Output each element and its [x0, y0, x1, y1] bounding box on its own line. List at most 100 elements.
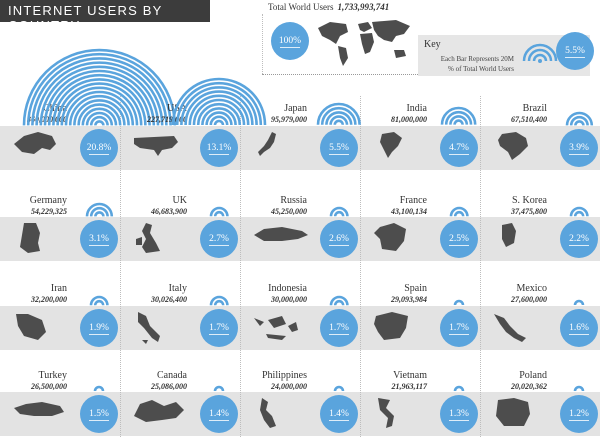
wifi-bar — [573, 210, 585, 217]
country-percent-circle: 2.2% — [560, 220, 598, 258]
wifi-bar — [201, 107, 237, 126]
country-users: 37,475,800 — [511, 207, 547, 216]
country-percent: 1.6% — [569, 323, 589, 333]
country-users: 20,020,362 — [511, 382, 547, 391]
wifi-bars-icon — [449, 206, 469, 217]
world-users-label: Total World Users 1,733,993,741 — [268, 2, 389, 12]
wifi-bars-icon — [93, 385, 105, 392]
world-map-icon — [318, 20, 410, 66]
country-map-icon — [378, 398, 394, 428]
wifi-bar — [68, 94, 130, 126]
wifi-bars-icon — [85, 202, 113, 217]
wifi-bars-icon — [573, 385, 585, 392]
wifi-bars-icon — [89, 295, 109, 306]
wifi-bars-icon — [329, 295, 349, 306]
wifi-bar — [573, 299, 585, 306]
country-users: 45,250,000 — [271, 207, 307, 216]
country-name: Indonesia — [268, 283, 307, 294]
wifi-bar — [55, 81, 143, 125]
wifi-bar — [209, 115, 229, 126]
country-name: Vietnam — [393, 370, 427, 381]
wifi-bar — [43, 69, 155, 125]
wifi-bar — [441, 107, 477, 126]
wifi-bar — [209, 206, 229, 217]
country-users: 32,200,000 — [31, 295, 67, 304]
country-percent: 20.8% — [86, 143, 112, 153]
country-users: 54,229,325 — [31, 207, 67, 216]
country-percent-circle: 1.3% — [440, 395, 478, 433]
country-map-icon — [494, 314, 526, 342]
wifi-bar — [569, 206, 589, 217]
country-users: 30,000,000 — [271, 295, 307, 304]
wifi-bar — [565, 111, 593, 126]
country-users: 27,600,000 — [511, 295, 547, 304]
wifi-bar — [93, 385, 105, 392]
wifi-bar — [81, 107, 117, 126]
wifi-bar — [72, 98, 126, 126]
key-bar-text: Each Bar Represents 20M — [440, 55, 514, 63]
country-percent-circle: 2.5% — [440, 220, 478, 258]
wifi-bar — [47, 73, 151, 125]
country-percent-circle: 4.7% — [440, 129, 478, 167]
country-percent: 1.3% — [449, 409, 469, 419]
wifi-bars-icon — [329, 206, 349, 217]
country-percent: 2.2% — [569, 234, 589, 244]
country-name: Russia — [280, 195, 307, 206]
country-percent-circle: 1.5% — [80, 395, 118, 433]
country-users: 29,093,984 — [391, 295, 427, 304]
wifi-bar — [449, 206, 469, 217]
country-percent-circle: 3.9% — [560, 129, 598, 167]
wifi-bars-icon — [569, 206, 589, 217]
country-map-icon — [136, 223, 160, 253]
country-percent-circle: 1.7% — [320, 309, 358, 347]
country-name: Brazil — [522, 103, 547, 114]
country-name: UK — [172, 195, 187, 206]
world-percent-text: 100% — [278, 36, 302, 46]
country-name: Iran — [50, 283, 67, 294]
country-map-icon — [254, 316, 298, 340]
country-percent: 1.7% — [449, 323, 469, 333]
country-map-icon — [258, 132, 276, 156]
wifi-bar — [453, 299, 465, 306]
wifi-bar — [329, 115, 349, 126]
wifi-bar — [85, 111, 113, 126]
country-name: S. Korea — [512, 195, 547, 206]
column-separator — [240, 96, 241, 437]
country-percent-circle: 1.4% — [200, 395, 238, 433]
country-percent-circle: 1.9% — [80, 309, 118, 347]
country-map-icon — [14, 132, 56, 154]
country-percent-circle: 20.8% — [80, 129, 118, 167]
country-percent-circle: 13.1% — [200, 129, 238, 167]
wifi-bar — [213, 119, 225, 126]
wifi-bar — [453, 385, 465, 392]
wifi-bars-icon — [453, 299, 465, 306]
country-map-icon — [380, 132, 402, 158]
country-name: Turkey — [38, 370, 67, 381]
country-users: 67,510,400 — [511, 115, 547, 124]
wifi-bar — [329, 206, 349, 217]
country-map-icon — [16, 314, 46, 340]
wifi-bar — [333, 385, 345, 392]
wifi-bar — [205, 111, 233, 126]
wifi-bar — [445, 111, 473, 126]
wifi-bar — [449, 115, 469, 126]
wifi-bar — [76, 102, 122, 126]
wifi-bar — [184, 90, 254, 126]
country-percent-circle: 1.4% — [320, 395, 358, 433]
wifi-bar — [196, 102, 242, 126]
key-sample-pct: 5.5% — [565, 46, 585, 56]
wifi-bar — [175, 81, 263, 126]
country-percent: 1.2% — [569, 409, 589, 419]
country-name: Canada — [157, 370, 187, 381]
country-percent-circle: 2.6% — [320, 220, 358, 258]
country-percent: 1.4% — [329, 409, 349, 419]
country-percent-circle: 2.7% — [200, 220, 238, 258]
page-title: INTERNET USERS BY COUNTRY — [8, 3, 163, 33]
country-users: 43,100,134 — [391, 207, 427, 216]
wifi-bar — [89, 295, 109, 306]
key-title: Key — [424, 39, 441, 50]
country-percent: 2.5% — [449, 234, 469, 244]
wifi-bar — [93, 119, 105, 126]
country-map-icon — [498, 132, 528, 160]
wifi-bar — [333, 299, 345, 306]
